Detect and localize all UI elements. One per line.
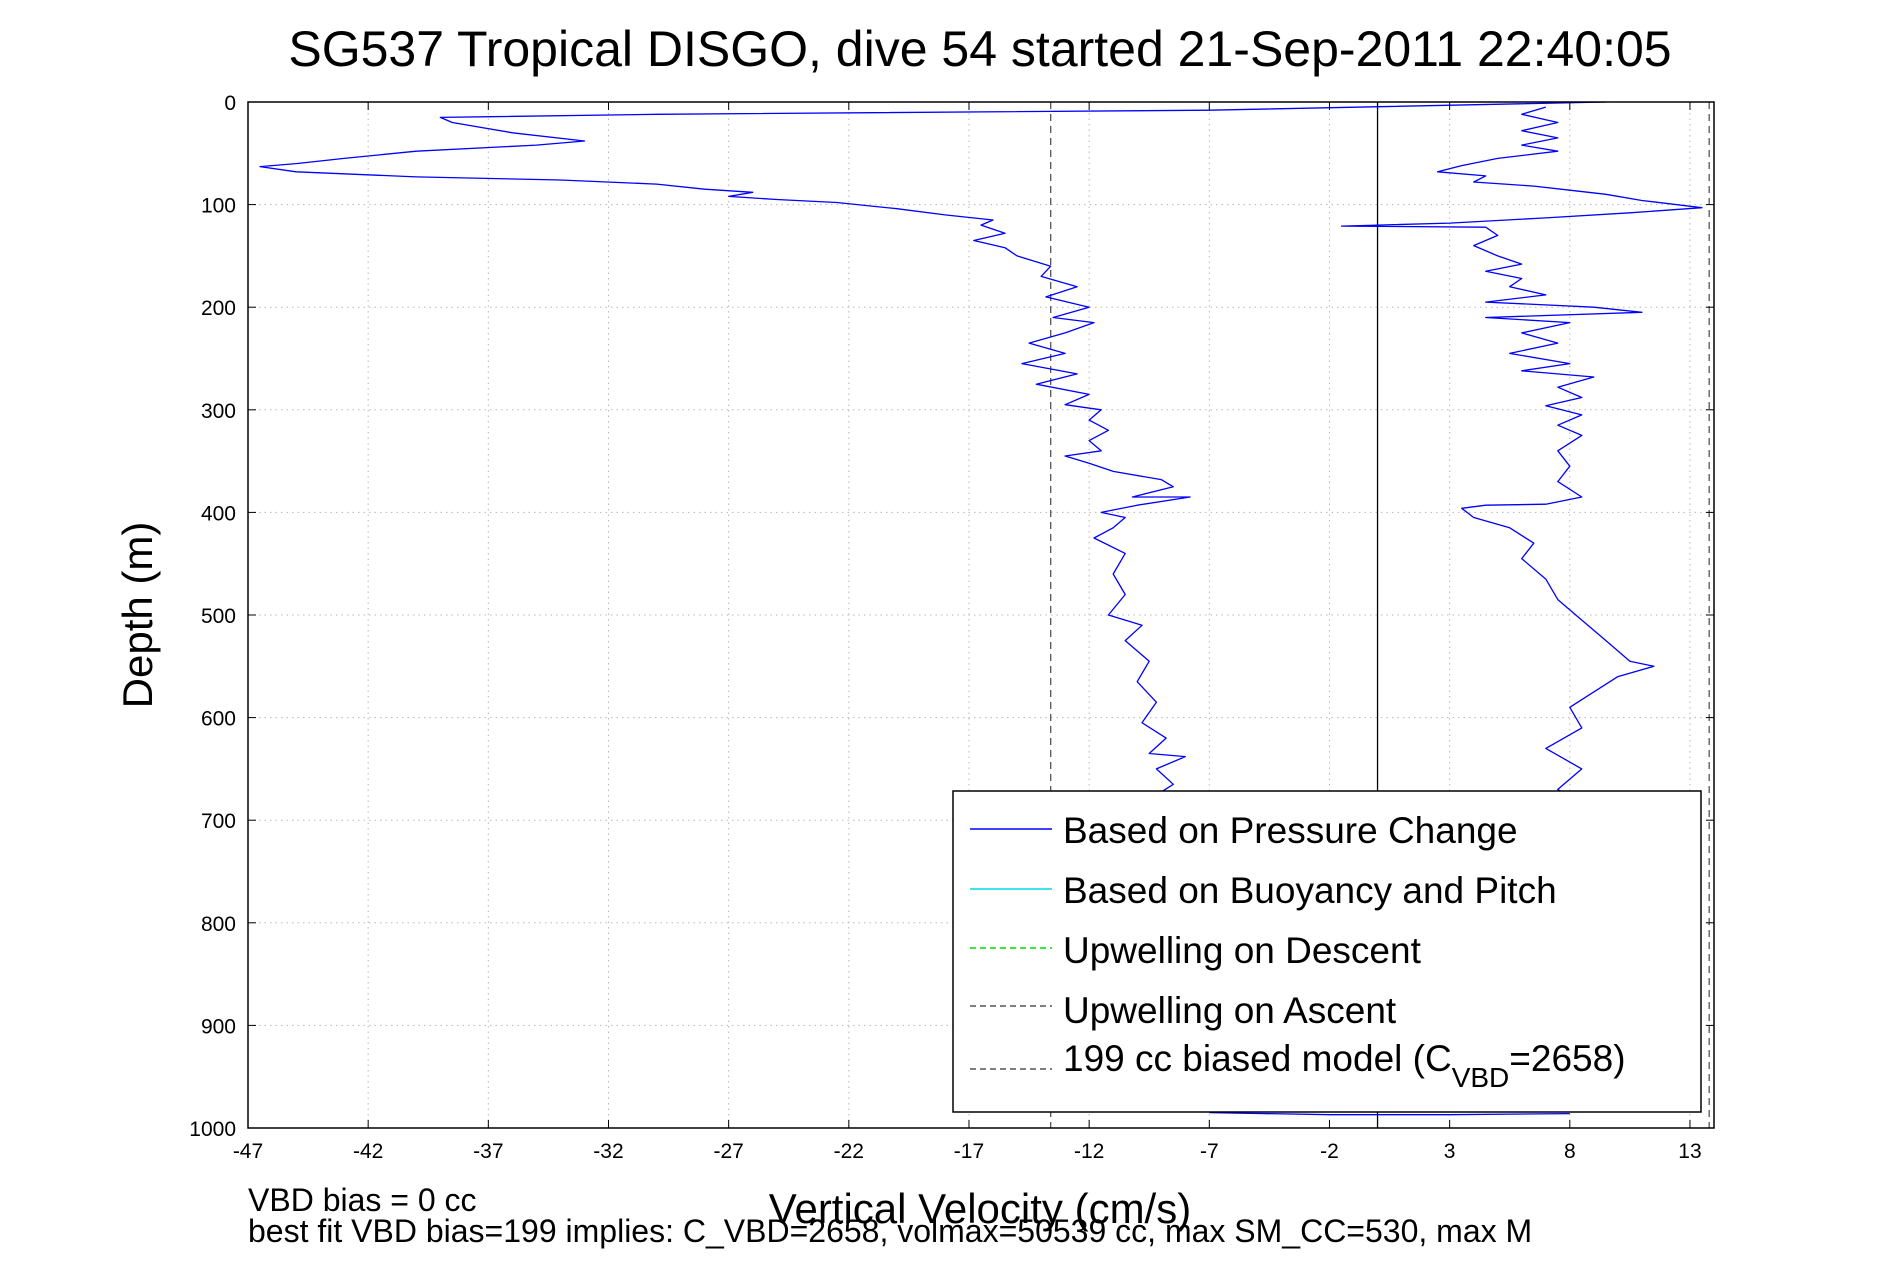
chart-title: SG537 Tropical DISGO, dive 54 started 21… [288, 21, 1671, 77]
y-axis-label: Depth (m) [114, 522, 161, 709]
y-axis-ticks: 0 100 200 300 400 500 600 700 800 900 1000 [189, 92, 1714, 1141]
legend-label-upwelling-descent: Upwelling on Descent [1063, 930, 1422, 971]
x-tick-label: -22 [834, 1140, 864, 1163]
y-tick-label: 1000 [189, 1118, 236, 1141]
series-line-bottom [1209, 1111, 1570, 1116]
series-line-descent [259, 102, 1606, 801]
y-tick-label: 500 [201, 605, 236, 628]
x-tick-label: 13 [1678, 1140, 1701, 1163]
x-tick-label: -42 [353, 1140, 383, 1163]
x-axis-ticks: -47 -42 -37 -32 -27 -22 -17 -12 -7 -2 3 8 13 [233, 102, 1702, 1163]
footer-vbd-bias: VBD bias = 0 cc [248, 1182, 477, 1218]
x-tick-label: -17 [954, 1140, 984, 1163]
x-tick-label: -7 [1200, 1140, 1219, 1163]
x-tick-label: -12 [1074, 1140, 1104, 1163]
x-tick-label: -47 [233, 1140, 263, 1163]
y-tick-label: 400 [201, 502, 236, 525]
legend-label-biased-model: 199 cc biased model (CVBD=2658) [1063, 1038, 1626, 1093]
legend: Based on Pressure Change Based on Buoyan… [952, 790, 1702, 1113]
x-tick-label: -2 [1320, 1140, 1339, 1163]
legend-box [952, 790, 1702, 1113]
series-line-ascent [1340, 106, 1703, 806]
series-layer [259, 102, 1703, 1116]
x-tick-label: 8 [1564, 1140, 1576, 1163]
x-tick-label: 3 [1444, 1140, 1456, 1163]
legend-label-upwelling-ascent: Upwelling on Ascent [1063, 990, 1397, 1031]
y-tick-label: 200 [201, 297, 236, 320]
legend-label-buoyancy-pitch: Based on Buoyancy and Pitch [1063, 870, 1557, 911]
y-tick-label: 600 [201, 708, 236, 731]
x-tick-label: -27 [713, 1140, 743, 1163]
x-tick-label: -37 [473, 1140, 503, 1163]
y-tick-label: 800 [201, 913, 236, 936]
x-axis-label: Vertical Velocity (cm/s) [769, 1185, 1191, 1232]
y-tick-label: 700 [201, 810, 236, 833]
y-tick-label: 300 [201, 400, 236, 423]
y-tick-label: 100 [201, 195, 236, 218]
legend-label-pressure-change: Based on Pressure Change [1063, 810, 1518, 851]
y-tick-label: 900 [201, 1015, 236, 1038]
y-tick-label: 0 [224, 92, 236, 115]
x-tick-label: -32 [593, 1140, 623, 1163]
footer-best-fit: best fit VBD bias=199 implies: C_VBD=265… [248, 1213, 1532, 1249]
